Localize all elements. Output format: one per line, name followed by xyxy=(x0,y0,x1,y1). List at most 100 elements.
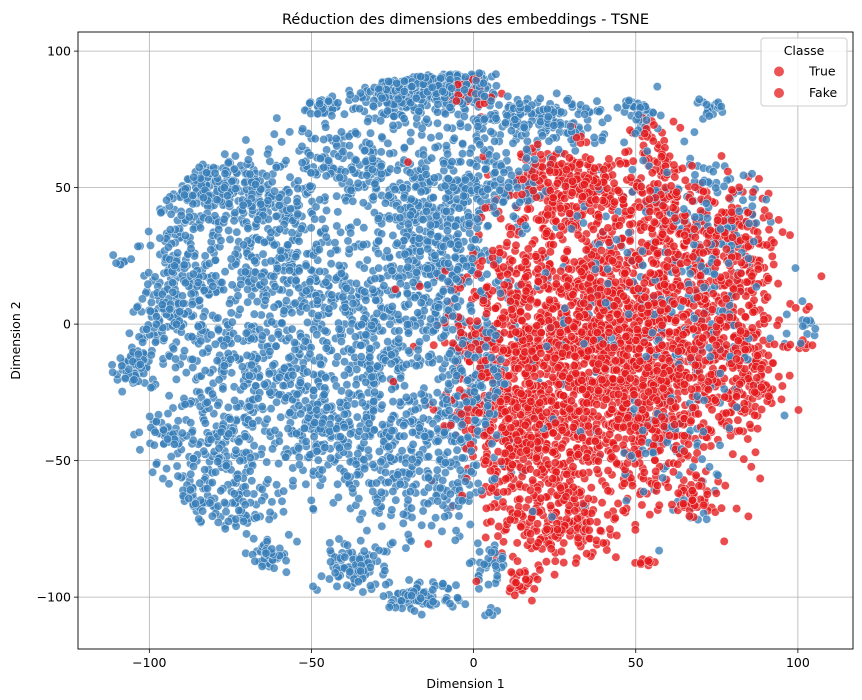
point-true xyxy=(164,391,174,401)
point-fake xyxy=(793,405,803,415)
point-fake xyxy=(581,245,591,255)
point-true xyxy=(343,236,353,246)
point-fake xyxy=(753,424,763,434)
point-true xyxy=(374,446,384,456)
point-true xyxy=(388,231,398,241)
point-fake xyxy=(708,289,718,299)
point-true xyxy=(404,346,414,356)
point-true xyxy=(486,127,496,137)
point-true xyxy=(779,410,789,420)
point-true xyxy=(391,495,401,505)
point-true xyxy=(225,235,235,245)
point-true xyxy=(432,388,442,398)
point-fake xyxy=(804,302,814,312)
point-true xyxy=(274,372,284,382)
point-true xyxy=(213,517,223,527)
point-true xyxy=(439,331,449,341)
point-true xyxy=(452,593,462,603)
point-true xyxy=(313,455,323,465)
point-true xyxy=(264,369,274,379)
point-true xyxy=(441,141,451,151)
point-true xyxy=(352,412,362,422)
point-true xyxy=(229,489,239,499)
point-true xyxy=(348,196,358,206)
point-fake xyxy=(648,258,658,268)
point-true xyxy=(612,103,622,113)
point-true xyxy=(374,263,384,273)
point-true xyxy=(171,362,181,372)
point-true xyxy=(147,297,157,307)
point-true xyxy=(249,441,259,451)
point-fake xyxy=(586,483,596,493)
point-fake xyxy=(645,510,655,520)
point-fake xyxy=(816,271,826,281)
point-true xyxy=(747,169,757,179)
point-true xyxy=(333,479,343,489)
point-true xyxy=(424,452,434,462)
point-true xyxy=(451,526,461,536)
point-fake xyxy=(663,482,673,492)
point-true xyxy=(388,486,398,496)
point-true xyxy=(570,146,580,156)
point-fake xyxy=(625,220,635,230)
point-fake xyxy=(777,381,787,391)
point-fake xyxy=(764,225,774,235)
point-true xyxy=(181,368,191,378)
point-true xyxy=(405,136,415,146)
point-true xyxy=(407,512,417,522)
point-true xyxy=(377,521,387,531)
point-fake xyxy=(637,500,647,510)
point-true xyxy=(394,326,404,336)
point-true xyxy=(431,513,441,523)
point-true xyxy=(427,153,437,163)
point-true xyxy=(418,506,428,516)
point-fake xyxy=(512,538,522,548)
point-fake xyxy=(769,259,779,269)
point-fake xyxy=(667,500,677,510)
point-true xyxy=(108,250,118,260)
point-true xyxy=(351,278,361,288)
point-true xyxy=(242,529,252,539)
point-true xyxy=(292,537,302,547)
point-fake xyxy=(597,498,607,508)
point-true xyxy=(499,167,509,177)
point-true xyxy=(345,429,355,439)
point-true xyxy=(312,330,322,340)
point-true xyxy=(271,211,281,221)
point-fake xyxy=(675,123,685,133)
point-true xyxy=(475,547,485,557)
point-fake xyxy=(603,466,613,476)
point-true xyxy=(432,107,442,117)
point-true xyxy=(326,453,336,463)
point-fake xyxy=(639,467,649,477)
point-true xyxy=(257,495,267,505)
point-true xyxy=(281,156,291,166)
point-true xyxy=(656,111,666,121)
point-true xyxy=(415,337,425,347)
point-true xyxy=(194,162,204,172)
point-fake xyxy=(494,521,504,531)
point-true xyxy=(358,587,368,597)
point-fake xyxy=(745,420,755,430)
point-true xyxy=(301,436,311,446)
point-fake xyxy=(754,174,764,184)
point-fake xyxy=(498,537,508,547)
point-fake xyxy=(527,596,537,606)
point-true xyxy=(624,228,634,238)
point-true xyxy=(450,294,460,304)
point-true xyxy=(380,467,390,477)
point-true xyxy=(355,514,365,524)
point-fake xyxy=(543,178,553,188)
point-fake xyxy=(429,340,439,350)
point-true xyxy=(269,129,279,139)
point-fake xyxy=(610,513,620,523)
point-true xyxy=(405,487,415,497)
point-true xyxy=(437,526,447,536)
point-true xyxy=(403,495,413,505)
point-true xyxy=(163,409,173,419)
point-true xyxy=(639,487,649,497)
point-true xyxy=(198,348,208,358)
point-fake xyxy=(698,187,708,197)
point-true xyxy=(162,464,172,474)
point-true xyxy=(285,172,295,182)
